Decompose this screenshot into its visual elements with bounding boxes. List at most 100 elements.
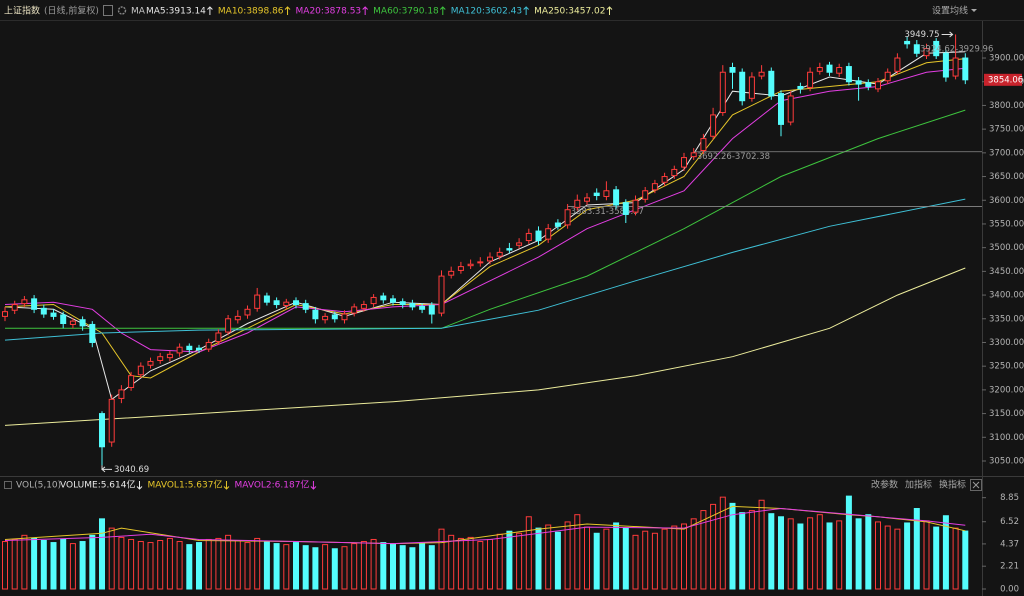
candle-body — [797, 85, 804, 90]
candle-body — [283, 301, 290, 306]
candle-body — [748, 76, 755, 99]
volume-bar — [904, 522, 911, 590]
candle-body — [293, 300, 299, 306]
candle-body — [128, 375, 135, 389]
candle-body — [564, 209, 571, 226]
candle-body — [681, 157, 687, 168]
candle-body — [661, 176, 668, 183]
candle-body — [962, 57, 969, 81]
volume-bar — [186, 544, 193, 590]
volume-bar — [710, 503, 717, 590]
volume-bar — [787, 518, 794, 590]
y-tick-label: 0.00 — [1000, 585, 1019, 595]
settings-link[interactable]: 设置均线 — [932, 5, 968, 17]
candle-body — [244, 308, 251, 316]
candle-body — [331, 314, 338, 320]
candle-body — [234, 315, 241, 321]
indicator-button[interactable]: 换指标 — [939, 479, 966, 491]
candle-body — [845, 66, 852, 83]
close-icon[interactable] — [972, 481, 980, 489]
y-tick-label: 2.21 — [1000, 562, 1019, 572]
candle-body — [942, 52, 949, 78]
volume-bar — [642, 530, 649, 590]
candle-body — [710, 114, 717, 137]
volume-bar — [855, 518, 862, 590]
candle-body — [622, 202, 629, 215]
range-label: 3924.62-3929.96 — [920, 45, 993, 55]
candle-body — [157, 356, 164, 361]
candle-body — [894, 57, 901, 72]
candle-body — [254, 294, 261, 309]
volume-bar — [21, 534, 28, 590]
volume-bar — [147, 542, 154, 590]
candle-body — [739, 71, 746, 102]
candle-body — [467, 263, 474, 267]
candle-body — [302, 303, 309, 310]
candle-body — [807, 71, 814, 88]
volume-bar — [525, 516, 532, 590]
candle-body — [554, 222, 561, 227]
candle-body — [875, 81, 881, 90]
candle-body — [176, 346, 183, 354]
trend-arrow — [207, 6, 213, 15]
y-tick-label: 3350.00 — [989, 314, 1024, 324]
volume-bar — [302, 545, 309, 590]
settings-icon[interactable] — [117, 6, 127, 15]
last-price-label: 3854.06 — [988, 75, 1023, 85]
volume-bar — [428, 545, 435, 590]
candle-body — [593, 192, 600, 197]
candle-body — [516, 242, 523, 246]
volume-bar — [797, 523, 804, 590]
candle-body — [419, 305, 426, 310]
legend-label: MAVOL2:6.187亿 — [234, 479, 309, 491]
candle-body — [952, 57, 959, 77]
volume-bar — [322, 544, 329, 590]
ma-line — [4, 267, 966, 426]
candle-body — [671, 168, 678, 177]
y-tick-label: 3300.00 — [989, 338, 1024, 348]
volume-bar — [700, 510, 707, 590]
volume-bar — [574, 514, 581, 590]
volume-bar — [807, 517, 814, 590]
indicator-button[interactable]: 加指标 — [905, 479, 932, 491]
volume-bar — [603, 528, 610, 590]
candle-body — [613, 189, 620, 206]
candle-body — [816, 67, 823, 72]
candle-body — [360, 304, 367, 309]
candle-body — [923, 48, 930, 57]
dropdown-caret[interactable] — [971, 9, 977, 12]
candle-body — [399, 301, 406, 306]
candle-body — [758, 71, 765, 77]
candle-body — [205, 341, 212, 350]
close-button[interactable] — [970, 479, 982, 491]
volume-bar — [390, 543, 396, 590]
volume-bar — [894, 528, 901, 590]
volume-bar — [671, 525, 678, 590]
candle-body — [487, 256, 493, 262]
min-label: 3040.69 — [114, 465, 149, 475]
candle-body — [341, 313, 348, 321]
trend-arrow — [439, 6, 446, 15]
volume-bar — [506, 530, 513, 590]
volume-toggle[interactable] — [4, 481, 12, 489]
volume-bar — [768, 513, 775, 590]
volume-bar — [293, 542, 299, 590]
volume-bar — [176, 541, 183, 590]
candle-body — [21, 299, 28, 305]
candle-body — [60, 314, 67, 325]
volume-bar — [341, 546, 348, 590]
y-tick-label: 3150.00 — [989, 409, 1024, 419]
y-tick-label: 8.85 — [1000, 493, 1019, 503]
volume-bar — [419, 542, 426, 590]
y-tick-label: 3900.00 — [989, 54, 1024, 64]
help-button[interactable] — [103, 5, 113, 16]
volume-bar — [913, 508, 920, 590]
volume-bar — [118, 536, 125, 590]
volume-bar — [331, 548, 338, 590]
volume-bar — [739, 512, 746, 590]
indicator-button[interactable]: 改参数 — [871, 479, 898, 491]
candle-body — [166, 353, 173, 359]
volume-bar — [845, 495, 852, 590]
candle-body — [273, 300, 280, 306]
y-tick-label: 4.37 — [1000, 539, 1019, 549]
